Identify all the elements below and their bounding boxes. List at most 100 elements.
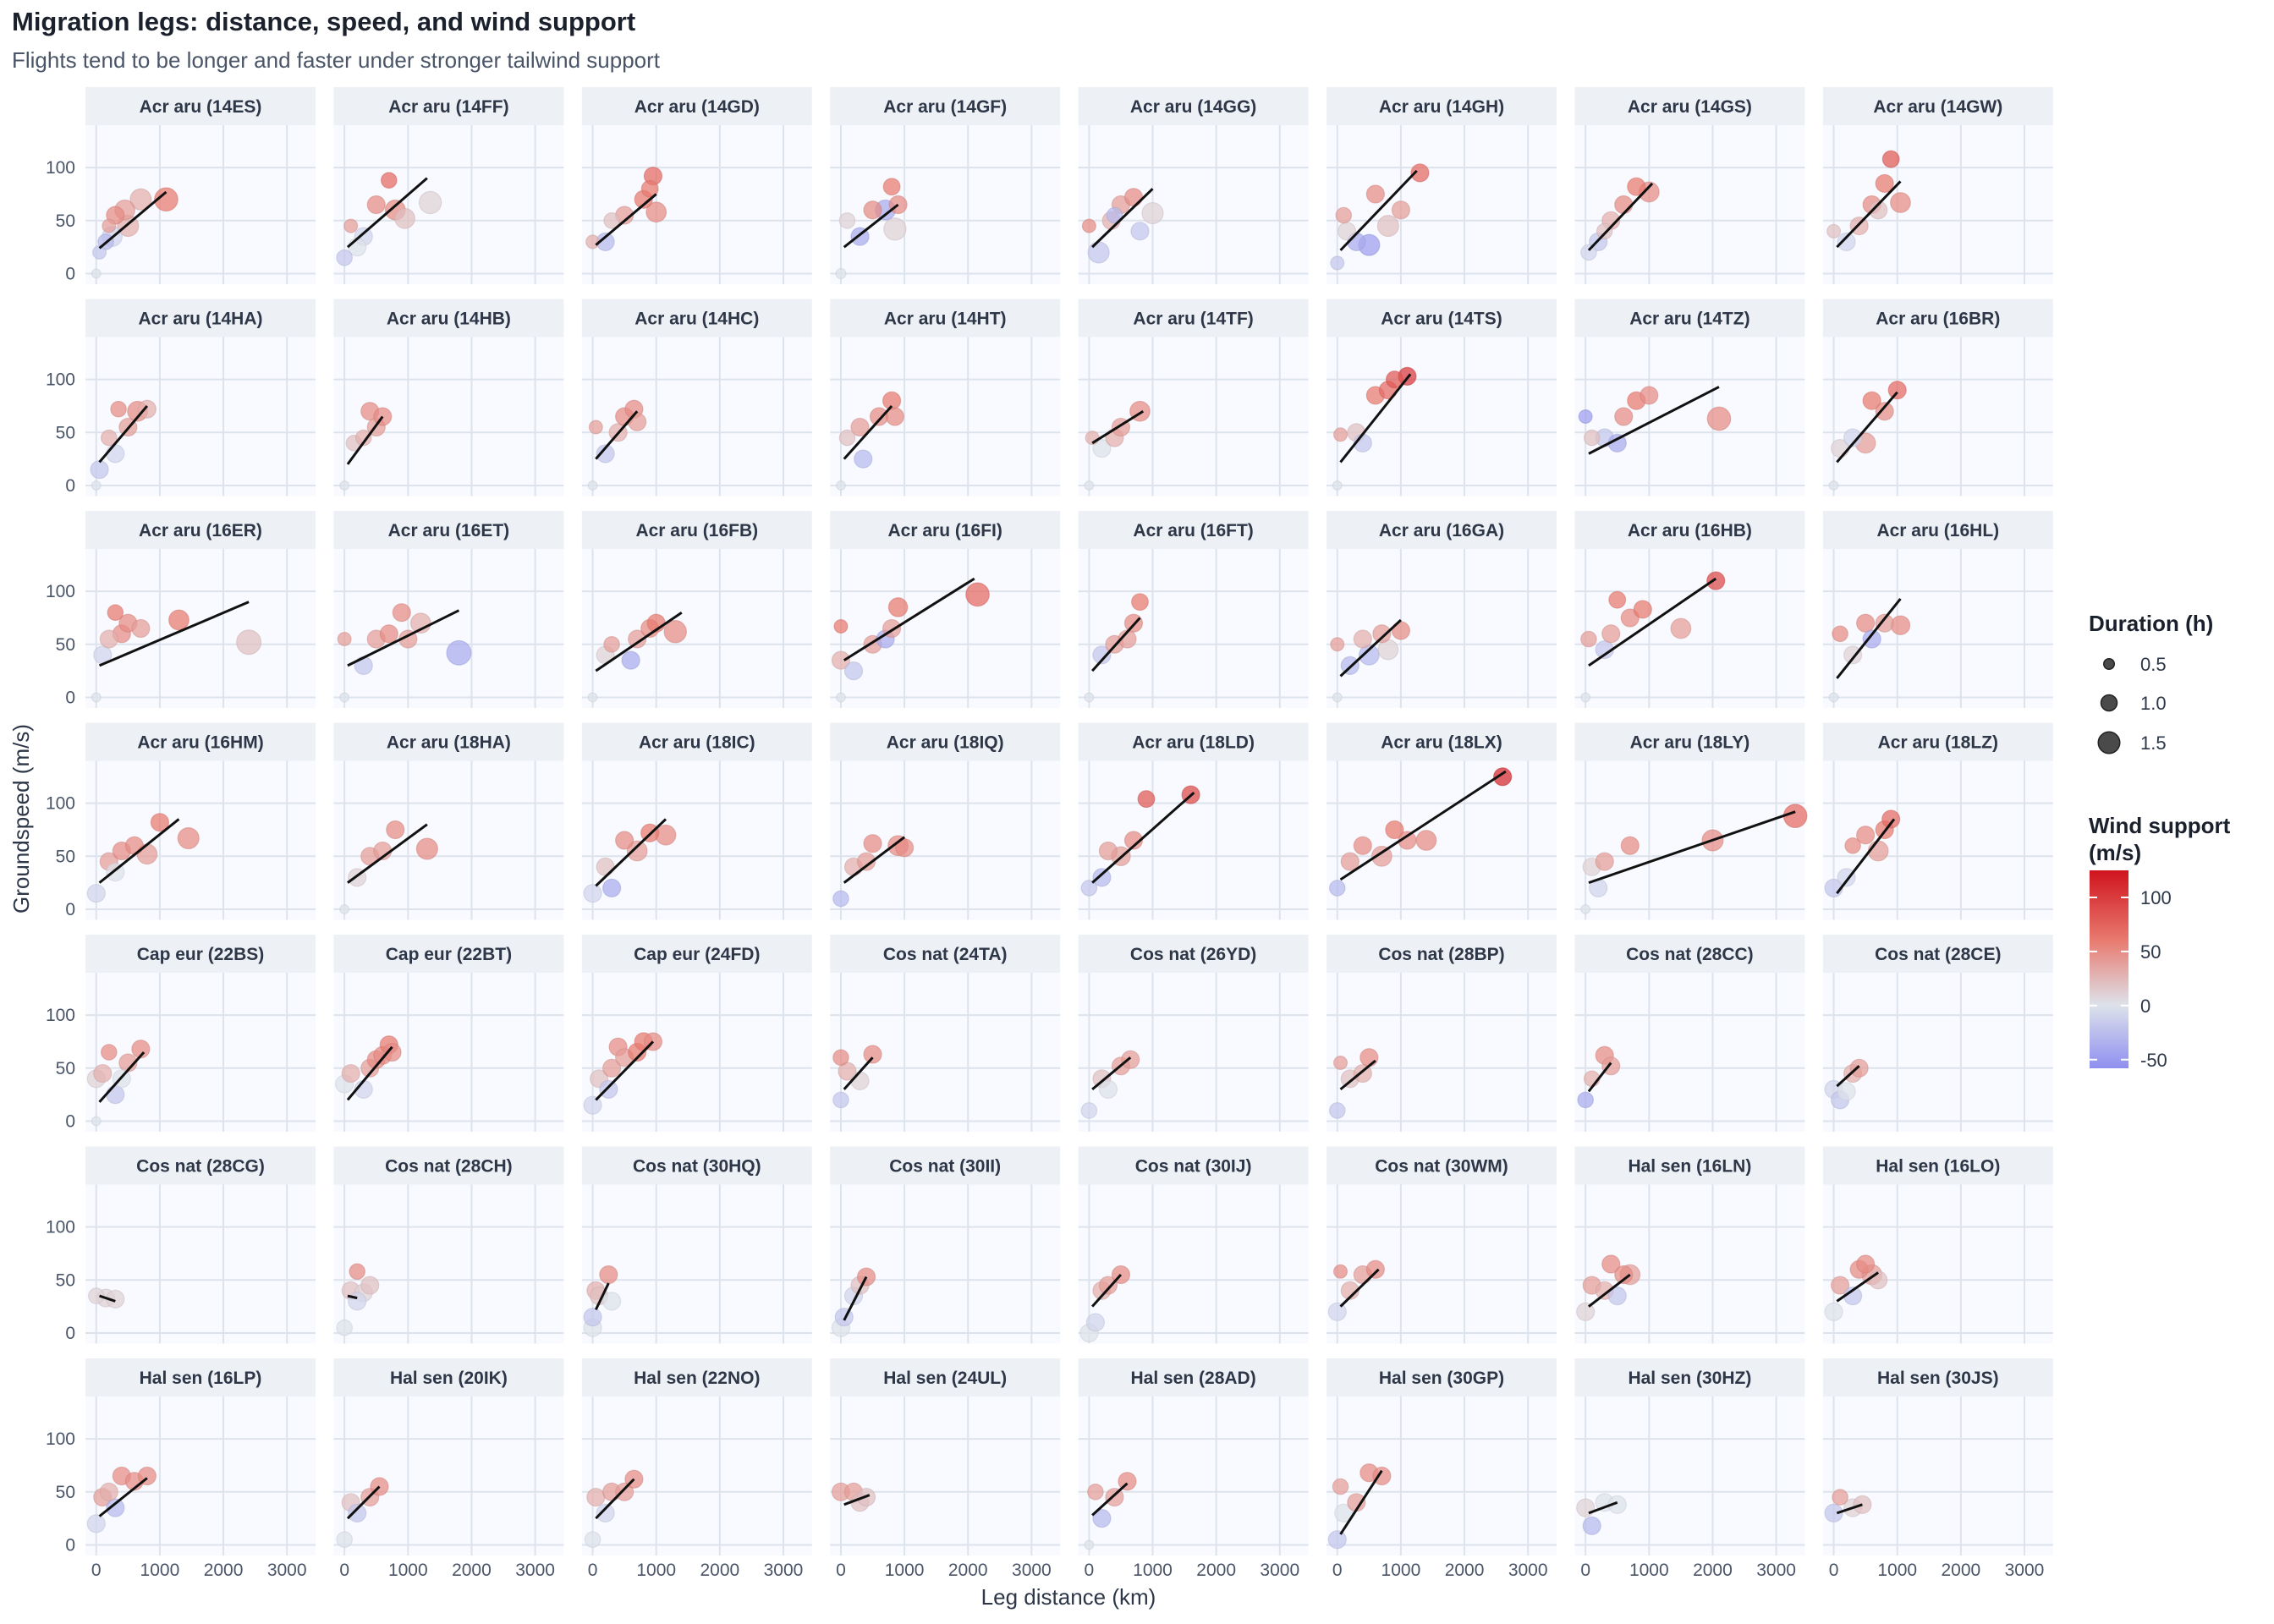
data-point — [1365, 1259, 1385, 1279]
facet-strip — [1822, 87, 2053, 125]
fit-line — [347, 609, 460, 667]
data-point — [392, 603, 411, 623]
data-point — [602, 1058, 622, 1078]
fit-line — [1091, 617, 1141, 672]
x-tick-label: 0 — [588, 1561, 598, 1580]
facet-strip — [830, 87, 1061, 125]
facet-label: Cos nat (24TA) — [883, 945, 1008, 964]
facet-panel: Hal sen (30JS) 0 1000 2000 3000 — [1822, 1358, 2053, 1580]
data-point — [1875, 402, 1894, 421]
data-point — [883, 217, 907, 241]
facet-strip — [1326, 299, 1557, 337]
x-tick-label: 1000 — [1629, 1561, 1669, 1580]
facet-label: Acr aru (14TS) — [1381, 310, 1502, 329]
data-point — [336, 249, 353, 266]
plot-background — [830, 125, 1061, 284]
facet-strip — [85, 299, 316, 337]
facet-strip — [1078, 722, 1309, 761]
facet-panel: Acr aru (16FB) — [581, 511, 812, 708]
data-point — [587, 692, 598, 703]
fit-line — [1339, 770, 1507, 881]
y-tick-label: 100 — [46, 582, 75, 601]
facet-panel: Cos nat (30WM) — [1326, 1146, 1557, 1344]
facet-label: Hal sen (16LP) — [140, 1369, 262, 1388]
data-point — [91, 692, 102, 703]
fit-line — [595, 193, 657, 246]
facet-strip — [830, 1358, 1061, 1396]
colorbar-label: 0 — [2140, 996, 2150, 1017]
data-point — [1333, 1264, 1348, 1279]
facet-label: Acr aru (16FI) — [888, 521, 1002, 540]
facet-strip — [1078, 935, 1309, 973]
x-tick-label: 2000 — [1196, 1561, 1236, 1580]
data-point — [1084, 1539, 1095, 1550]
facet-label: Acr aru (16ER) — [139, 521, 262, 540]
chart-title: Migration legs: distance, speed, and win… — [12, 7, 636, 36]
facet-panel: Acr aru (14GF) — [830, 87, 1061, 284]
facet-label: Cap eur (24FD) — [634, 945, 760, 964]
plot-background — [1822, 973, 2053, 1132]
data-point — [1583, 429, 1601, 447]
facet-label: Cos nat (28CG) — [136, 1157, 265, 1177]
fit-line — [1339, 1268, 1380, 1308]
data-point — [106, 1498, 125, 1517]
x-tick-label: 3000 — [1508, 1561, 1548, 1580]
colorbar-label: 50 — [2140, 941, 2161, 963]
data-point — [168, 609, 190, 631]
data-point — [615, 831, 634, 850]
facet-strip — [85, 1146, 316, 1185]
facet-panel: Cos nat (26YD) — [1078, 935, 1309, 1132]
facet-label: Cap eur (22BS) — [137, 945, 265, 964]
plot-background — [1326, 1184, 1557, 1344]
facet-strip — [1574, 1146, 1805, 1185]
data-point — [1385, 370, 1403, 389]
x-tick-label: 1000 — [388, 1561, 428, 1580]
data-point — [1826, 223, 1842, 239]
plot-background — [1574, 760, 1805, 920]
facet-label: Hal sen (20IK) — [390, 1369, 508, 1388]
data-point — [832, 1091, 849, 1109]
fit-line — [595, 818, 667, 887]
data-point — [386, 820, 405, 840]
facet-panel: Acr aru (14HT) — [830, 299, 1061, 497]
facet-strip — [1326, 935, 1557, 973]
data-point — [838, 429, 856, 447]
data-point — [832, 890, 849, 908]
data-point — [102, 218, 117, 233]
facet-panel: Acr aru (18LX) — [1326, 722, 1557, 920]
color-legend-title: Wind support — [2089, 813, 2231, 838]
data-point — [1627, 177, 1646, 196]
fit-line — [98, 190, 168, 250]
facet-strip — [1326, 1358, 1557, 1396]
fit-line — [347, 823, 428, 884]
plot-background — [85, 973, 316, 1132]
plot-background — [1326, 549, 1557, 708]
fit-line — [1588, 386, 1720, 455]
data-point — [850, 417, 870, 437]
y-tick-label: 0 — [65, 688, 75, 707]
data-point — [1328, 1102, 1346, 1119]
data-point — [585, 234, 601, 250]
data-point — [1137, 790, 1156, 809]
data-point — [110, 400, 127, 418]
facet-strip — [581, 299, 812, 337]
plot-background — [85, 1184, 316, 1344]
data-point — [99, 629, 118, 649]
fit-line — [99, 1294, 116, 1303]
data-point — [360, 1276, 380, 1295]
x-tick-label: 1000 — [1381, 1561, 1421, 1580]
x-tick-label: 3000 — [267, 1561, 307, 1580]
x-tick-label: 3000 — [1012, 1561, 1052, 1580]
fit-line — [1587, 182, 1654, 251]
fit-line — [1339, 169, 1418, 251]
y-tick-label: 50 — [56, 847, 75, 866]
facet-label: Cap eur (22BT) — [386, 945, 512, 964]
facet-panel: Hal sen (30GP) 0 1000 2000 3000 — [1326, 1358, 1557, 1580]
data-point — [1123, 831, 1144, 850]
facet-label: Acr aru (14GD) — [634, 97, 760, 117]
facet-panel: Cos nat (28CH) — [333, 1146, 564, 1344]
facet-panel: Acr aru (16FT) — [1078, 511, 1309, 708]
colorbar — [2090, 870, 2128, 1068]
facet-strip — [85, 87, 316, 125]
